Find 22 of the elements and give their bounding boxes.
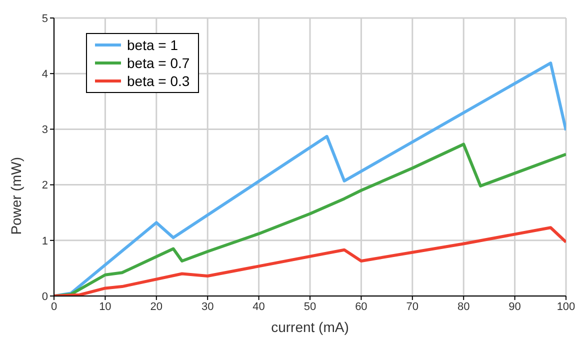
x-tick-label: 60 xyxy=(355,300,368,313)
x-tick-label: 70 xyxy=(406,300,419,313)
y-tick-label: 4 xyxy=(42,68,48,81)
y-tick-label: 5 xyxy=(42,12,48,25)
x-tick-label: 0 xyxy=(50,300,58,313)
legend-label: beta = 1 xyxy=(127,36,178,54)
x-tick-label: 40 xyxy=(252,300,265,313)
x-tick-label: 100 xyxy=(556,300,576,313)
y-tick-label: 3 xyxy=(42,124,48,136)
x-tick-label: 20 xyxy=(150,300,163,313)
y-tick-label: 2 xyxy=(42,180,48,192)
y-tick-label: 1 xyxy=(42,235,48,248)
x-tick-label: 30 xyxy=(201,300,214,313)
x-tick-label: 50 xyxy=(304,300,316,313)
legend-label: beta = 0.3 xyxy=(127,72,190,90)
x-axis-title: current (mA) xyxy=(271,319,349,335)
x-tick-label: 90 xyxy=(508,300,521,313)
y-tick-label: 0 xyxy=(42,290,48,303)
y-axis-title: Power (mW) xyxy=(8,157,24,235)
x-tick-label: 10 xyxy=(99,300,112,313)
legend-label: beta = 0.7 xyxy=(127,54,190,72)
x-tick-label: 80 xyxy=(457,300,470,313)
